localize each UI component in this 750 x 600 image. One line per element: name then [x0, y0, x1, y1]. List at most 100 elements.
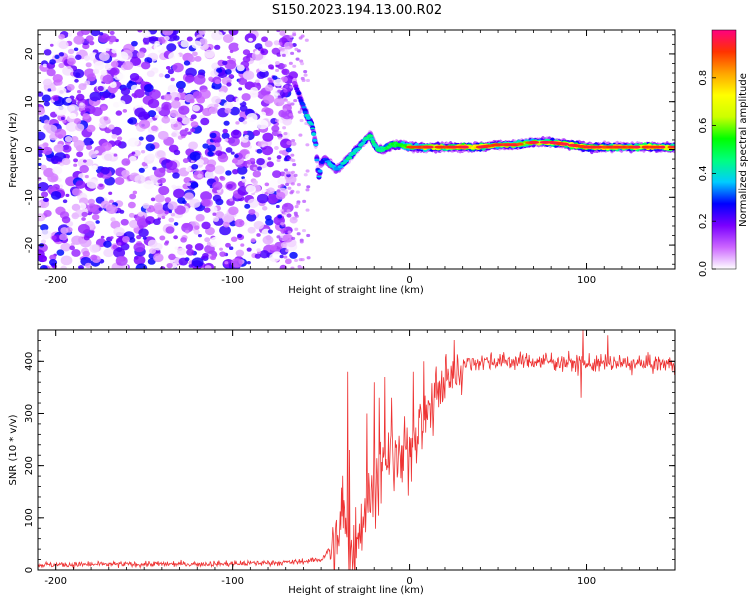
noise-blob: [65, 97, 72, 103]
noise-blob: [206, 241, 212, 246]
noise-blob: [266, 161, 274, 168]
trace-cell: [338, 165, 344, 168]
snr-x-tick-label: 100: [577, 576, 596, 587]
noise-blob: [52, 74, 63, 83]
noise-blob: [286, 173, 291, 178]
noise-blob: [173, 222, 179, 226]
noise-blob: [282, 211, 287, 215]
noise-blob: [292, 142, 297, 146]
trace-cell: [370, 140, 376, 144]
noise-blob: [105, 47, 110, 52]
noise-blob: [256, 82, 261, 86]
noise-blob: [186, 248, 195, 256]
noise-blob: [268, 179, 279, 188]
noise-blob: [73, 139, 85, 150]
noise-blob: [98, 33, 110, 43]
noise-blob: [264, 84, 274, 92]
noise-blob: [209, 255, 217, 261]
noise-blob: [169, 109, 179, 118]
noise-blob: [245, 184, 256, 194]
noise-blob: [110, 60, 119, 68]
noise-blob: [193, 74, 206, 85]
noise-blob: [56, 86, 67, 95]
noise-blob: [276, 155, 282, 160]
noise-blob: [219, 251, 226, 257]
noise-blob: [116, 51, 129, 62]
noise-blob: [286, 213, 292, 218]
noise-blob: [229, 106, 240, 116]
noise-blob: [60, 227, 69, 234]
noise-blob: [279, 254, 284, 259]
noise-blob: [86, 124, 96, 133]
noise-blob: [250, 238, 256, 243]
noise-blob: [278, 150, 284, 155]
noise-blob: [299, 240, 304, 244]
noise-blob: [54, 105, 67, 116]
noise-blob: [47, 173, 59, 183]
noise-blob: [78, 173, 86, 179]
noise-blob: [234, 154, 239, 158]
noise-blob: [84, 158, 94, 167]
noise-blob: [229, 50, 234, 54]
noise-blob: [154, 194, 165, 203]
noise-blob: [219, 175, 224, 180]
noise-blob: [232, 169, 239, 175]
noise-blob: [170, 212, 176, 217]
snr-ylabel: SNR (10 * v/v): [8, 414, 19, 485]
noise-blob: [60, 116, 65, 121]
noise-blob: [289, 251, 298, 259]
noise-blob: [277, 185, 282, 189]
noise-blob: [292, 33, 297, 37]
noise-blob: [38, 91, 44, 97]
noise-blob: [75, 180, 86, 189]
noise-blob: [204, 237, 211, 243]
noise-blob: [84, 262, 92, 269]
trace-peak: [560, 142, 570, 146]
noise-blob: [181, 117, 191, 125]
noise-blob: [283, 89, 288, 93]
noise-blob: [60, 242, 72, 252]
noise-blob: [130, 84, 139, 92]
noise-blob: [166, 262, 173, 269]
noise-blob: [52, 166, 63, 175]
noise-blob: [290, 170, 295, 174]
noise-blob: [68, 112, 77, 120]
noise-blob: [76, 151, 84, 158]
noise-blob: [226, 82, 232, 87]
noise-blob: [190, 181, 199, 189]
noise-blob: [62, 144, 72, 153]
noise-blob: [211, 95, 221, 105]
noise-blob: [114, 140, 122, 147]
noise-blob: [60, 265, 67, 269]
noise-blob: [82, 83, 87, 87]
noise-blob: [42, 197, 49, 202]
noise-blob: [177, 247, 187, 256]
noise-blob: [66, 209, 72, 214]
noise-blob: [121, 169, 130, 177]
noise-blob: [145, 143, 156, 152]
trace-cell: [316, 175, 322, 178]
noise-blob: [224, 68, 232, 75]
noise-blob: [142, 236, 147, 240]
noise-blob: [244, 134, 249, 139]
noise-blob: [283, 255, 288, 259]
noise-blob: [290, 153, 295, 157]
trace-cell: [368, 134, 374, 138]
snr-xlabel: Height of straight line (km): [288, 585, 424, 596]
noise-blob: [285, 147, 292, 153]
noise-blob: [225, 170, 232, 176]
noise-blob: [235, 249, 245, 257]
noise-blob: [290, 182, 295, 186]
noise-blob: [228, 136, 240, 147]
noise-blob: [78, 265, 84, 269]
noise-blob: [228, 42, 240, 52]
noise-blob: [84, 68, 96, 78]
noise-blob: [187, 55, 196, 63]
noise-blob: [208, 76, 214, 82]
noise-blob: [157, 130, 169, 140]
noise-blob: [77, 223, 90, 234]
noise-blob: [99, 183, 104, 188]
noise-blob: [98, 52, 110, 62]
noise-blob: [137, 30, 143, 33]
noise-blob: [171, 132, 177, 137]
